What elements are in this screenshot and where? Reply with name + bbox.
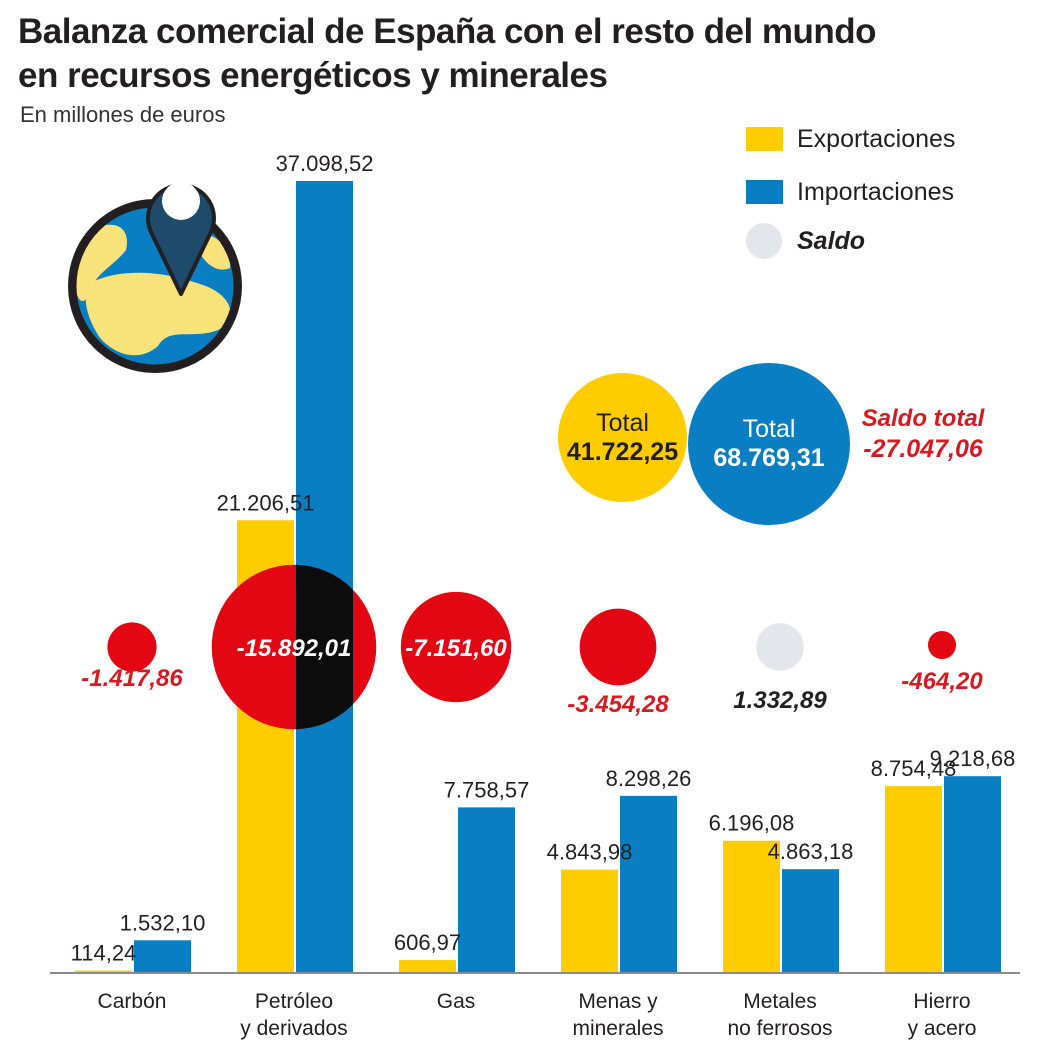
chart-subtitle: En millones de euros (20, 102, 226, 127)
bar-imports-menas-y-minerales (620, 795, 677, 973)
bar-imports-hierro-y-acero (944, 776, 1001, 973)
value-label-exports-gas: 606,97 (394, 930, 461, 955)
value-labels: 114,24 1.532,10 21.206,51 37.098,52 606,97 7.… (71, 151, 1016, 966)
category-label-metales-no-ferrosos-1: Metales (743, 990, 817, 1013)
value-label-imports-menas-y-minerales: 8.298,26 (606, 766, 692, 791)
saldo-bubble-carbon (107, 622, 157, 672)
saldo-bubble-menas-y-minerales (579, 608, 657, 686)
legend-swatch-saldo (746, 223, 782, 259)
imports-total-value: 68.769,31 (713, 444, 825, 472)
category-label-petroleo-y-derivados-1: Petróleo (255, 990, 333, 1013)
legend-item-exports: Exportaciones (746, 122, 955, 156)
saldo-total: Saldo total -27.047,06 (858, 404, 988, 464)
title-line-2: en recursos energéticos y minerales (18, 56, 608, 95)
category-label-carbon-1: Carbón (98, 990, 167, 1013)
legend-swatch-exports (746, 127, 783, 151)
imports-total-label: Total (742, 415, 796, 443)
saldo-bubble-overlap-petroleo-y-derivados (296, 564, 353, 730)
category-label-menas-y-minerales-1: Menas y (578, 990, 658, 1013)
legend-label-saldo: Saldo (797, 226, 866, 255)
value-label-exports-metales-no-ferrosos: 6.196,08 (709, 811, 795, 836)
value-label-imports-gas: 7.758,57 (444, 777, 530, 802)
saldo-label-hierro-y-acero: -464,20 (901, 668, 983, 695)
saldo-total-label: Saldo total (861, 405, 985, 432)
bar-exports-menas-y-minerales (561, 869, 618, 973)
saldo-label-metales-no-ferrosos: 1.332,89 (733, 687, 827, 714)
title-line-1: Balanza comercial de España con el resto… (18, 12, 877, 51)
exports-total-label: Total (596, 408, 649, 437)
saldo-label-petroleo-y-derivados: -15.892,01 (237, 635, 352, 662)
category-label-hierro-y-acero-1: Hierro (913, 990, 970, 1013)
category-label-gas-1: Gas (437, 990, 476, 1013)
category-label-menas-y-minerales-2: minerales (572, 1017, 663, 1040)
value-label-imports-carbon: 1.532,10 (120, 910, 206, 935)
saldo-label-gas: -7.151,60 (405, 635, 507, 662)
bar-imports-carbon (134, 940, 191, 973)
chart-title: Balanza comercial de España con el resto… (18, 10, 877, 98)
saldo-bubble-hierro-y-acero (927, 630, 957, 660)
imports-total-bubble: Total 68.769,31 (688, 363, 850, 525)
value-label-exports-hierro-y-acero: 8.754,48 (871, 756, 957, 781)
bar-exports-metales-no-ferrosos (723, 840, 780, 973)
category-label-petroleo-y-derivados-2: y derivados (240, 1017, 347, 1040)
bar-imports-gas (458, 807, 515, 973)
saldo-label-menas-y-minerales: -3.454,28 (567, 691, 669, 718)
value-label-imports-metales-no-ferrosos: 4.863,18 (768, 839, 854, 864)
category-label-metales-no-ferrosos-2: no ferrosos (727, 1017, 832, 1040)
legend-swatch-imports (746, 180, 783, 204)
globe-pin-icon (68, 182, 242, 373)
saldo-bubble-metales-no-ferrosos (756, 623, 804, 671)
value-label-exports-petroleo-y-derivados: 21.206,51 (217, 490, 315, 515)
saldo-bubble-gas (400, 591, 512, 703)
category-label-hierro-y-acero-2: y acero (908, 1017, 977, 1040)
x-axis: Carbón Petróleo y derivados Gas Menas y miner… (50, 972, 1020, 1040)
saldo-bubbles: -1.417,86 -15.892,01 -7.151,60 -3.454,28 1.3… (81, 564, 983, 730)
exports-total-value: 41.722,25 (566, 437, 679, 466)
value-label-imports-petroleo-y-derivados: 37.098,52 (276, 151, 374, 176)
legend-label-imports: Importaciones (797, 177, 955, 206)
saldo-label-carbon: -1.417,86 (81, 665, 183, 692)
legend-item-imports: Importaciones (746, 175, 954, 209)
legend-item-saldo: Saldo (746, 223, 866, 259)
bar-imports-metales-no-ferrosos (782, 869, 839, 973)
legend-label-exports: Exportaciones (797, 124, 956, 153)
bar-exports-gas (399, 960, 456, 973)
saldo-total-value: -27.047,06 (863, 435, 983, 463)
value-label-exports-menas-y-minerales: 4.843,98 (547, 840, 633, 865)
exports-total-bubble: Total 41.722,25 (558, 373, 687, 502)
bar-exports-hierro-y-acero (885, 786, 942, 973)
bar-exports-carbon (75, 970, 132, 973)
value-label-exports-carbon: 114,24 (71, 941, 137, 966)
value-label-imports-hierro-y-acero: 9.218,68 (930, 746, 1016, 771)
